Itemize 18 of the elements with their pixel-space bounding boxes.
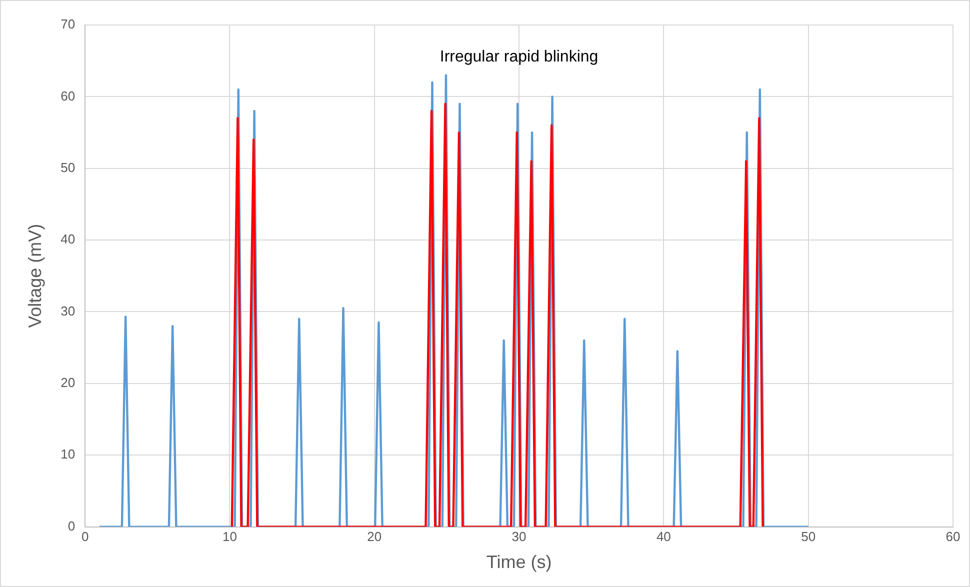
y-tick-label: 60 [60,88,76,104]
x-tick-label: 30 [512,529,526,544]
x-axis-title: Time (s) [486,552,552,572]
y-tick-label: 0 [68,518,76,534]
y-tick-label: 40 [60,232,76,247]
y-tick-label: 20 [60,375,76,390]
x-tick-label: 40 [656,529,671,544]
y-tick-label: 30 [60,303,76,318]
y-axis-title: Voltage (mV) [24,224,45,328]
y-tick-label: 10 [60,446,76,462]
x-tick-label: 0 [81,529,89,544]
x-tick-label: 10 [222,529,237,544]
x-tick-label: 50 [801,529,816,544]
text: Irregular rapid blinking [440,48,598,66]
x-tick-label: 60 [946,529,960,544]
x-tick-label: 20 [367,529,382,544]
y-tick-label: 50 [60,160,76,175]
y-tick-label: 70 [60,16,76,32]
